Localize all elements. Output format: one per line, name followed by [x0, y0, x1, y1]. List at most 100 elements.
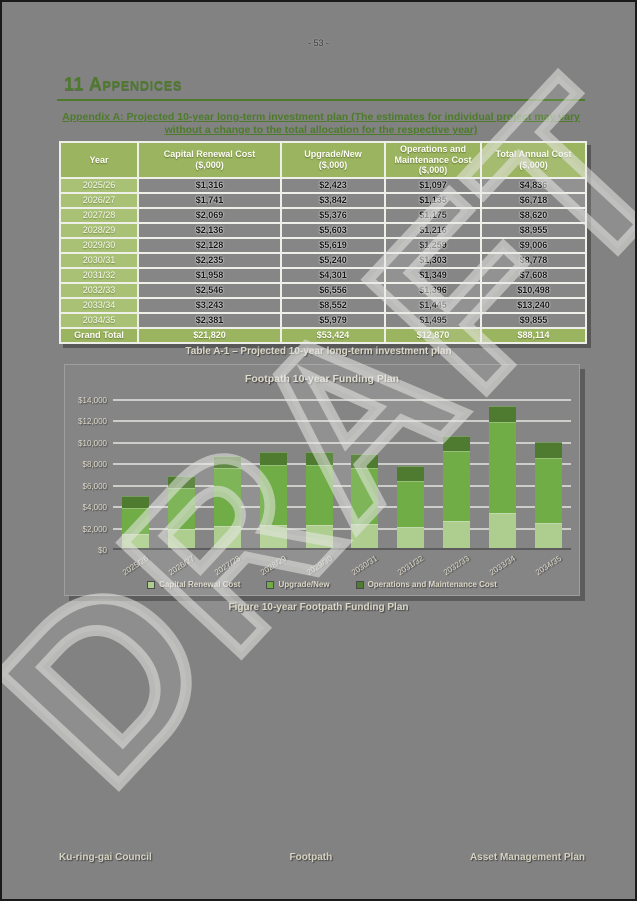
bar-segment	[488, 406, 516, 422]
value-cell: $7,608	[480, 266, 587, 284]
table-header: Year Capital Renewal Cost ($,000) Upgrade/…	[59, 141, 587, 179]
x-axis-label: 2034/35	[526, 553, 570, 581]
value-cell: $5,240	[280, 251, 386, 269]
gridline	[113, 399, 571, 401]
table-row: 2032/33 $2,546 $6,556 $1,396 $10,498	[59, 281, 587, 299]
bar-segment	[122, 507, 150, 534]
value-cell: $1,958	[137, 266, 282, 284]
chart-plot-area	[113, 399, 571, 550]
bar-segment	[168, 475, 196, 489]
x-axis-label: 2026/27	[160, 554, 204, 581]
bar-segment	[488, 513, 516, 548]
grand-total-cell: $88,114	[480, 326, 587, 344]
y-axis-tick-label: $10,000	[78, 438, 107, 448]
bar-segment	[488, 421, 516, 514]
bar-segment	[351, 524, 379, 548]
bar-segment	[259, 465, 287, 526]
value-cell: $1,135	[384, 191, 482, 209]
table-footer: Grand Total $21,820 $53,424 $12,870 $88,114	[59, 326, 587, 344]
table-header-cell: Capital Renewal Cost ($,000)	[137, 141, 282, 179]
bar-segment	[213, 525, 241, 548]
table-header-cell: Upgrade/New ($,000)	[280, 141, 386, 179]
value-cell: $1,303	[384, 251, 482, 269]
bar-stack	[305, 451, 333, 548]
bar-segment	[442, 450, 470, 521]
year-cell: 2031/32	[59, 266, 139, 284]
table-row: 2033/34 $3,243 $8,552 $1,445 $13,240	[59, 296, 587, 314]
table-caption: Table A-1 – Projected 10-year long-term …	[185, 346, 452, 357]
page-footer: Ku-ring-gai Council Footpath Asset Manag…	[59, 852, 585, 863]
bar-stack	[168, 475, 196, 548]
table-row: 2025/26 $1,316 $2,423 $1,097 $4,836	[59, 176, 587, 194]
value-cell: $1,741	[137, 191, 282, 209]
bar-stack	[534, 442, 562, 548]
grand-total-cell: $21,820	[137, 326, 282, 344]
y-axis-labels: $0 $2,000 $4,000 $6,000 $8,000 $10,000 $12,000…	[65, 396, 109, 555]
value-cell: $5,619	[280, 236, 386, 254]
legend-item: Capital Renewal Cost	[147, 580, 240, 589]
table-row: 2034/35 $2,381 $5,979 $1,495 $9,855	[59, 311, 587, 329]
y-axis-tick-label: $6,000	[82, 481, 107, 491]
bar-segment	[122, 533, 150, 548]
bar-stack	[397, 466, 425, 548]
bar-stack	[122, 496, 150, 548]
value-cell: $8,778	[480, 251, 587, 269]
funding-chart: Footpath 10-year Funding Plan $0 $2,000 $4…	[64, 364, 580, 596]
value-cell: $9,855	[480, 311, 587, 329]
x-axis-label: 2027/28	[205, 553, 249, 581]
table-header-cell: Operations and Maintenance Cost ($,000)	[384, 141, 482, 179]
table-header-cell: Total Annual Cost ($,000)	[480, 141, 587, 179]
legend-label: Capital Renewal Cost	[159, 580, 241, 589]
bar-segment	[534, 442, 562, 459]
x-axis-label-text: 2034/35	[533, 553, 563, 578]
legend-swatch	[266, 580, 275, 589]
value-cell: $4,836	[480, 176, 587, 194]
gridline	[113, 484, 571, 487]
legend-label: Upgrade/New	[278, 580, 330, 589]
bar-segment	[397, 527, 425, 548]
value-cell: $6,556	[280, 281, 386, 299]
bar-segment	[442, 520, 470, 548]
bar-stack	[213, 455, 241, 548]
grand-total-cell: $53,424	[280, 326, 386, 344]
bar-stack	[351, 454, 379, 548]
x-axis-label: 2032/33	[434, 554, 478, 581]
x-axis-label-text: 2033/34	[487, 553, 517, 578]
y-axis-tick-label: $12,000	[78, 417, 107, 427]
x-axis-label: 2029/30	[297, 554, 341, 581]
bar-segment	[351, 454, 379, 469]
footer-right: Asset Management Plan	[469, 852, 585, 863]
value-cell: $13,240	[480, 296, 587, 314]
table-row: 2028/29 $2,136 $5,603 $1,216 $8,955	[59, 221, 587, 239]
value-cell: $2,423	[280, 176, 386, 194]
bar-segment	[305, 451, 333, 466]
bar-segment	[259, 525, 287, 548]
bar-series	[113, 400, 571, 548]
value-cell: $1,349	[384, 266, 482, 284]
chart-title: Footpath 10-year Funding Plan	[244, 373, 399, 385]
table-row: 2026/27 $1,741 $3,842 $1,135 $6,718	[59, 191, 587, 209]
value-cell: $5,603	[280, 221, 386, 239]
gridline	[113, 420, 571, 423]
year-cell: 2026/27	[59, 191, 139, 209]
value-cell: $2,128	[137, 236, 282, 254]
value-cell: $1,259	[384, 236, 482, 254]
gridline	[113, 527, 571, 530]
y-axis-tick-label: $0	[98, 546, 107, 555]
value-cell: $1,445	[384, 296, 482, 314]
value-cell: $8,620	[480, 206, 587, 224]
bar-stack	[442, 435, 470, 548]
gridline	[113, 441, 571, 444]
value-cell: $4,301	[280, 266, 386, 284]
table-header-cell: Year	[59, 141, 139, 179]
table-row: 2029/30 $2,128 $5,619 $1,259 $9,006	[59, 236, 587, 254]
table-row: 2031/32 $1,958 $4,301 $1,349 $7,608	[59, 266, 587, 284]
x-axis-label-text: 2028/29	[258, 553, 288, 578]
year-cell: 2030/31	[59, 251, 139, 269]
table-row: 2030/31 $2,235 $5,240 $1,303 $8,778	[59, 251, 587, 269]
footer-left: Ku-ring-gai Council	[59, 852, 152, 863]
gridline	[113, 506, 571, 509]
value-cell: $5,376	[280, 206, 386, 224]
legend-label: Operations and Maintenance Cost	[367, 580, 497, 589]
x-axis-label-text: 2027/28	[212, 553, 243, 578]
